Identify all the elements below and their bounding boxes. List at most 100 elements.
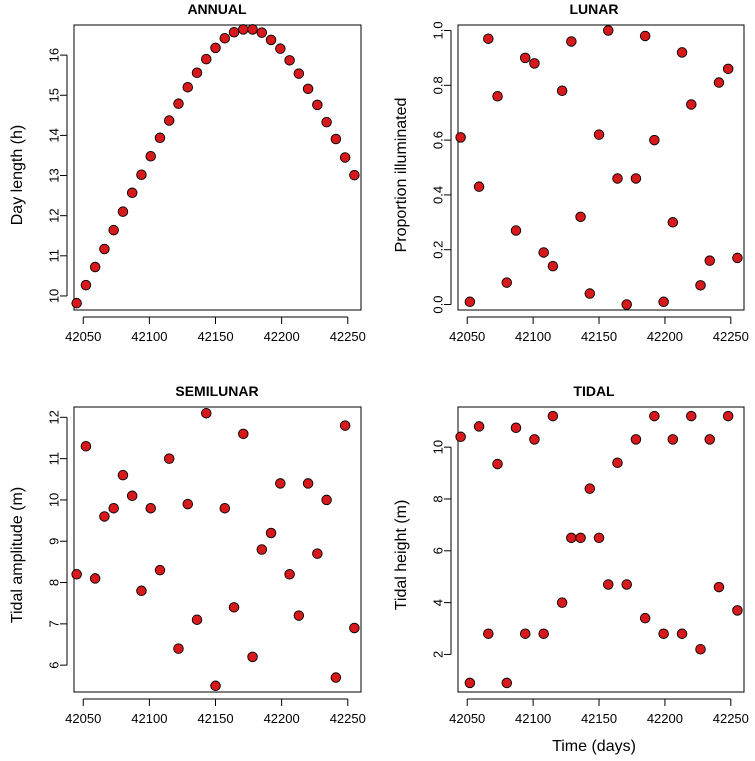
- y-axis-label: Day length (h): [9, 125, 26, 226]
- data-point: [163, 115, 175, 126]
- data-point: [686, 99, 697, 110]
- y-tick-label: 12: [46, 208, 61, 222]
- data-point: [492, 90, 503, 102]
- y-tick-label: 8: [46, 579, 61, 586]
- panel-lunar: LUNAR Proportion illuminated 42050 42100 4…: [393, 1, 749, 344]
- data-point: [658, 628, 669, 639]
- y-tick-label: 13: [46, 168, 61, 182]
- data-point: [722, 410, 734, 422]
- data-point: [228, 602, 240, 613]
- data-point: [473, 421, 485, 432]
- data-point: [547, 410, 559, 422]
- panel-annual: ANNUAL Day length (h) 42050 42100 42150 422…: [9, 1, 366, 344]
- data-point: [584, 483, 596, 494]
- x-tick-label: 42150: [197, 329, 233, 344]
- x-tick-label: 42200: [264, 329, 300, 344]
- data-point: [163, 453, 175, 464]
- data-point: [238, 428, 249, 440]
- data-point: [99, 243, 110, 255]
- data-point: [201, 53, 212, 65]
- x-tick-label: 42200: [647, 711, 683, 726]
- plot-frame: [73, 406, 362, 693]
- data-point: [108, 224, 119, 236]
- data-point: [145, 502, 156, 514]
- y-tick-label: 6: [46, 662, 61, 669]
- data-point: [704, 434, 715, 445]
- data-point: [219, 32, 231, 44]
- data-point: [191, 67, 203, 79]
- x-tick-label: 42250: [713, 329, 749, 344]
- data-point: [339, 152, 351, 163]
- data-point: [667, 434, 679, 445]
- x-tick-label: 42100: [515, 711, 551, 726]
- data-point: [649, 410, 660, 422]
- data-point: [247, 24, 258, 35]
- data-point: [219, 502, 231, 514]
- data-point: [556, 85, 568, 97]
- y-tick-label: 6: [430, 547, 445, 554]
- data-point: [501, 677, 513, 689]
- data-point: [136, 585, 147, 597]
- panel-title: SEMILUNAR: [175, 383, 258, 399]
- data-point: [312, 99, 323, 111]
- x-tick-label: 42150: [197, 711, 233, 726]
- data-point: [89, 573, 101, 584]
- data-point: [519, 52, 531, 64]
- data-point: [519, 628, 531, 639]
- data-point: [732, 252, 743, 264]
- y-tick-label: 0.2: [430, 241, 445, 259]
- data-point: [510, 422, 522, 433]
- x-tick-label: 42150: [581, 711, 617, 726]
- data-point: [275, 43, 286, 54]
- y-tick-label: 0.0: [430, 295, 445, 313]
- data-point: [612, 173, 623, 184]
- data-point: [658, 296, 669, 308]
- data-point: [210, 680, 221, 692]
- data-point: [80, 440, 92, 452]
- data-point: [676, 628, 688, 639]
- data-point: [293, 610, 305, 621]
- data-point: [538, 628, 549, 639]
- panel-title: TIDAL: [573, 383, 615, 399]
- y-tick-label: 4: [430, 599, 445, 606]
- data-point: [695, 644, 706, 655]
- data-point: [529, 434, 540, 445]
- data-point: [126, 187, 138, 199]
- data-point: [630, 434, 642, 445]
- data-point: [639, 30, 651, 42]
- data-point: [713, 581, 725, 593]
- data-point: [483, 628, 494, 639]
- plot-frame: [73, 24, 362, 311]
- data-point: [547, 260, 559, 272]
- data-point: [228, 26, 240, 38]
- y-tick-label: 0.4: [430, 186, 445, 204]
- data-point: [464, 296, 476, 308]
- y-axis-label: Tidal height (m): [393, 500, 410, 611]
- data-point: [330, 672, 342, 683]
- data-point: [455, 431, 466, 443]
- data-point: [256, 544, 268, 555]
- y-tick-label: 10: [46, 289, 61, 303]
- data-point: [293, 68, 305, 79]
- data-point: [247, 651, 258, 663]
- data-point: [593, 129, 605, 140]
- data-point: [182, 498, 193, 510]
- data-point: [154, 564, 166, 576]
- data-point: [722, 63, 734, 75]
- data-point: [349, 622, 360, 634]
- data-point: [492, 458, 503, 470]
- x-tick-label: 42250: [330, 711, 366, 726]
- plot-frame: [457, 24, 745, 311]
- data-point: [556, 597, 568, 608]
- y-tick-label: 8: [430, 495, 445, 502]
- x-tick-label: 42250: [330, 329, 366, 344]
- data-point: [210, 42, 221, 54]
- data-point: [108, 502, 119, 514]
- y-tick-label: 12: [46, 410, 61, 424]
- data-point: [99, 511, 110, 522]
- data-point: [265, 34, 277, 46]
- data-point: [173, 98, 184, 109]
- data-point: [182, 81, 193, 93]
- x-tick-label: 42100: [131, 711, 167, 726]
- data-point: [455, 132, 466, 143]
